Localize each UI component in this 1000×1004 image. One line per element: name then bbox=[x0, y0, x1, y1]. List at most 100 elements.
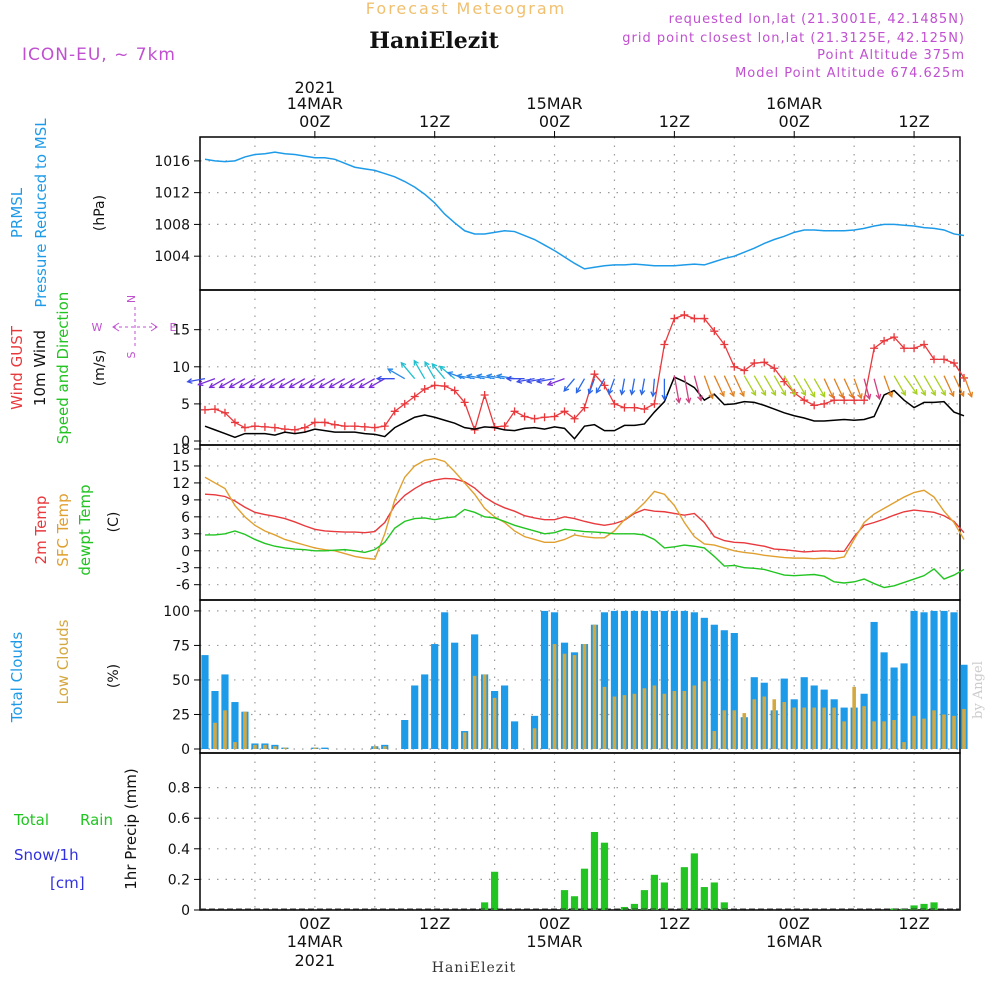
rain-bar bbox=[620, 906, 629, 910]
low-clouds-bar bbox=[692, 685, 697, 749]
low-clouds-bar bbox=[582, 644, 587, 749]
low-clouds-bar bbox=[662, 693, 667, 749]
wind-arrow-head bbox=[298, 382, 305, 389]
gust-marker bbox=[959, 373, 968, 382]
gust-label: Wind GUST bbox=[8, 325, 26, 410]
total-clouds-bar bbox=[940, 610, 948, 749]
wind-arrow-shaft bbox=[387, 368, 406, 380]
low-clouds-bar bbox=[532, 728, 537, 749]
low-clouds-bar bbox=[592, 624, 597, 749]
top-date-label: 16MAR bbox=[766, 94, 822, 113]
wind-arrow-shaft bbox=[329, 378, 346, 389]
low-clouds-bar bbox=[942, 714, 946, 749]
rain-bar bbox=[920, 903, 928, 910]
low-clouds-bar bbox=[552, 644, 557, 749]
bottom-hour-label: 12Z bbox=[419, 914, 450, 933]
pressure-label-short: PRMSL bbox=[8, 187, 26, 238]
pressure-line bbox=[204, 151, 965, 270]
wind-arrow-head bbox=[248, 382, 255, 389]
wind-arrow-head bbox=[318, 382, 325, 389]
total-clouds-bar bbox=[640, 610, 649, 749]
wind-arrow-shaft bbox=[893, 375, 906, 396]
y-tick-label: 5 bbox=[181, 397, 190, 413]
wind-arrow-head bbox=[258, 382, 265, 389]
low-clouds-bar bbox=[213, 722, 217, 749]
wind-arrow-head bbox=[218, 382, 225, 389]
gust-marker bbox=[560, 407, 569, 416]
wind-arrow-shaft bbox=[424, 361, 436, 379]
y-tick-label: 15 bbox=[172, 459, 190, 475]
low-clouds-bar bbox=[712, 731, 717, 749]
wind-arrow-head bbox=[475, 373, 483, 380]
y-tick-label: 100 bbox=[163, 604, 190, 620]
gust-line bbox=[204, 314, 965, 432]
total-clouds-bar bbox=[211, 691, 219, 749]
sfc-temp-label: SFC Temp bbox=[54, 493, 72, 566]
gust-marker bbox=[610, 399, 619, 408]
total-clouds-bar bbox=[730, 633, 738, 749]
gust-marker bbox=[850, 396, 859, 405]
wind-arrow-head bbox=[857, 393, 863, 400]
panel-wind: 0 5 10 15 Wind GUST 10m Wind Speed and Directi… bbox=[8, 289, 974, 450]
low-clouds-bar bbox=[932, 710, 936, 749]
low-clouds-bar bbox=[482, 674, 487, 749]
wind-arrow-head bbox=[940, 390, 946, 397]
header: Forecast Meteogram HaniElezit ICON-EU, ~… bbox=[22, 0, 965, 81]
gust-marker bbox=[660, 340, 669, 349]
gust-marker bbox=[730, 362, 739, 371]
low-clouds-bar bbox=[812, 707, 816, 749]
low-clouds-bar bbox=[892, 720, 896, 749]
wind-arrow-head bbox=[368, 382, 375, 389]
wind-arrow-head bbox=[431, 362, 438, 369]
wind-arrow-shaft bbox=[843, 378, 854, 398]
requested-coords: requested lon,lat (21.3001E, 42.1485N) bbox=[669, 12, 965, 27]
low-clouds-bar bbox=[872, 721, 876, 749]
wind-arrow-shaft bbox=[477, 374, 495, 380]
gust-marker bbox=[780, 377, 789, 386]
total-clouds-bar bbox=[660, 610, 668, 749]
gust-marker bbox=[680, 310, 689, 319]
wind-arrow-shaft bbox=[608, 378, 616, 394]
wind-arrow-head bbox=[719, 390, 725, 398]
t2m-label: 2m Temp bbox=[32, 496, 50, 565]
wind-arrow-shaft bbox=[833, 378, 844, 398]
rain-bar bbox=[720, 902, 728, 910]
low-clouds-bar bbox=[862, 706, 866, 749]
gust-marker bbox=[700, 314, 709, 323]
wind-arrow-head bbox=[446, 371, 454, 377]
y-tick-label: 9 bbox=[181, 493, 190, 509]
gust-marker bbox=[430, 381, 439, 390]
wind-arrow-shaft bbox=[652, 378, 656, 397]
y-tick-label: 75 bbox=[172, 638, 190, 654]
temp-unit: (C) bbox=[106, 512, 122, 533]
wind-arrow-head bbox=[875, 393, 882, 401]
snow-label: Snow/1h bbox=[14, 846, 79, 864]
low-clouds-bar bbox=[882, 721, 886, 749]
rain-bar bbox=[630, 903, 639, 910]
wind-arrow-head bbox=[455, 373, 463, 380]
wind-arrow-head bbox=[197, 380, 204, 387]
low-clouds-bar bbox=[832, 707, 836, 749]
gust-marker bbox=[520, 412, 529, 421]
total-clouds-bar bbox=[421, 674, 429, 749]
total-clouds-bar bbox=[670, 610, 678, 749]
chart-title: Forecast Meteogram bbox=[366, 0, 566, 18]
wind-arrow-head bbox=[708, 393, 714, 400]
top-date-label: 15MAR bbox=[526, 94, 582, 113]
low-clouds-bar bbox=[233, 742, 237, 749]
low-clouds-bar bbox=[742, 713, 747, 749]
wind-arrow-head bbox=[838, 392, 844, 399]
wind-arrow-shaft bbox=[640, 378, 646, 395]
total-clouds-label: Total Clouds bbox=[8, 632, 26, 724]
top-year-label: 2021 bbox=[294, 78, 335, 97]
wind-arrow-head bbox=[328, 382, 335, 389]
total-clouds-bar bbox=[431, 644, 439, 749]
gust-marker bbox=[940, 355, 949, 364]
y-tick-label: 1012 bbox=[154, 186, 190, 202]
total-clouds-bar bbox=[201, 655, 209, 749]
total-clouds-bar bbox=[231, 702, 239, 749]
rain-label: Rain bbox=[80, 811, 113, 829]
panel-frame bbox=[199, 752, 961, 911]
panel-clouds: 0 25 50 75 100 Total Clouds Low Clouds (%) bbox=[8, 599, 968, 758]
rain-bar bbox=[930, 902, 938, 910]
